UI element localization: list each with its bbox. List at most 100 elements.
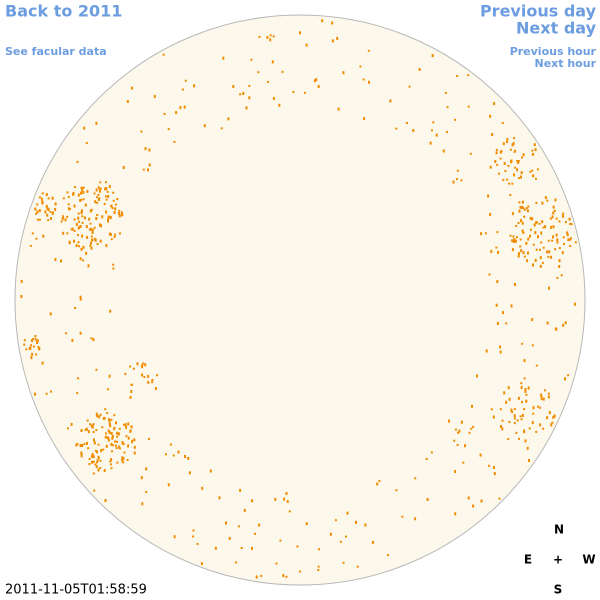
facula-dot xyxy=(113,428,116,431)
facula-dot xyxy=(111,435,114,438)
facula-dot xyxy=(454,470,457,473)
facula-dot xyxy=(239,488,242,492)
previous-day-link[interactable]: Previous day xyxy=(480,2,597,21)
facula-dot xyxy=(558,259,561,263)
facula-dot xyxy=(315,78,318,82)
facula-dot xyxy=(490,249,493,253)
facula-dot xyxy=(109,216,112,220)
back-link[interactable]: Back to 2011 xyxy=(5,2,122,21)
facula-dot xyxy=(513,417,516,420)
facula-dot xyxy=(145,491,148,494)
previous-hour-link[interactable]: Previous hour xyxy=(510,45,597,58)
compass-center: + xyxy=(553,553,563,567)
facula-dot xyxy=(148,163,151,167)
facula-dot xyxy=(31,232,34,235)
facula-dot xyxy=(82,191,85,194)
facula-dot xyxy=(469,152,472,155)
facula-dot xyxy=(525,207,528,210)
facula-dot xyxy=(89,209,92,213)
next-hour-link[interactable]: Next hour xyxy=(535,57,597,70)
facula-dot xyxy=(130,383,133,386)
facula-dot xyxy=(110,432,113,435)
facula-dot xyxy=(84,203,87,207)
facula-dot xyxy=(378,480,381,482)
facula-dot xyxy=(144,147,147,151)
facula-dot xyxy=(34,335,37,337)
facula-dot xyxy=(51,196,54,200)
facula-dot xyxy=(38,218,41,221)
facula-dot xyxy=(88,217,91,221)
facula-dot xyxy=(520,219,522,223)
facula-dot xyxy=(118,209,121,212)
facula-dot xyxy=(495,148,498,151)
facula-dot xyxy=(371,540,374,544)
facula-dot xyxy=(243,508,246,512)
facula-dot xyxy=(114,233,117,236)
facula-dot xyxy=(85,225,88,228)
facula-dot xyxy=(105,244,108,248)
facula-dot xyxy=(533,143,536,147)
facula-dot xyxy=(89,244,92,247)
facula-dot xyxy=(496,163,499,166)
facula-dot xyxy=(547,395,550,399)
facula-dot xyxy=(94,463,97,466)
facula-dot xyxy=(456,443,459,446)
facula-dot xyxy=(92,472,95,475)
facula-dot xyxy=(73,229,76,232)
facula-dot xyxy=(531,149,534,152)
facula-dot xyxy=(91,230,94,234)
facula-dot xyxy=(46,213,49,217)
facula-dot xyxy=(566,233,569,237)
facula-dot xyxy=(127,436,130,440)
facula-dot xyxy=(109,424,112,428)
facula-dot xyxy=(130,390,133,393)
facula-dot xyxy=(555,217,558,220)
facula-dot xyxy=(532,174,535,178)
facula-dot xyxy=(23,339,26,342)
facula-dot xyxy=(95,188,98,192)
facula-dot xyxy=(480,232,483,236)
facula-dot xyxy=(431,54,434,57)
facula-dot xyxy=(395,489,398,492)
facula-dot xyxy=(288,510,291,513)
facula-dot xyxy=(329,532,332,536)
facula-dot xyxy=(514,239,517,243)
facula-dot xyxy=(42,234,45,238)
facula-dot xyxy=(523,208,526,211)
facula-dot xyxy=(95,412,98,416)
facula-dot xyxy=(102,417,105,420)
facula-dot xyxy=(523,408,526,411)
facula-dot xyxy=(514,166,517,169)
facula-dot xyxy=(108,420,111,423)
facula-dot xyxy=(546,321,549,325)
facula-dot xyxy=(511,411,514,413)
facula-dot xyxy=(92,338,95,342)
facula-dot xyxy=(534,148,537,152)
facula-dot xyxy=(518,252,521,255)
facula-dot xyxy=(49,312,52,316)
facula-dot xyxy=(303,91,306,94)
facula-dot xyxy=(255,575,258,579)
facula-dot xyxy=(517,160,520,162)
facula-dot xyxy=(126,100,129,103)
facula-dot xyxy=(531,169,534,172)
facula-dot xyxy=(84,428,87,431)
facula-dot xyxy=(502,179,505,182)
facula-dot xyxy=(254,532,256,535)
facula-dot xyxy=(60,259,62,263)
facula-dot xyxy=(121,441,124,443)
facula-dot xyxy=(299,31,301,35)
next-day-link[interactable]: Next day xyxy=(516,19,597,38)
facula-dot xyxy=(90,337,93,340)
facula-dot xyxy=(539,256,542,260)
facula-dot xyxy=(77,377,80,380)
facula-dot xyxy=(509,194,512,197)
facula-dot xyxy=(331,39,334,43)
facula-dot xyxy=(574,302,576,306)
facula-dot xyxy=(109,463,112,466)
facular-link[interactable]: See facular data xyxy=(5,45,107,58)
facula-dot xyxy=(480,499,483,503)
facula-dot xyxy=(525,241,528,245)
facula-dot xyxy=(209,469,212,473)
